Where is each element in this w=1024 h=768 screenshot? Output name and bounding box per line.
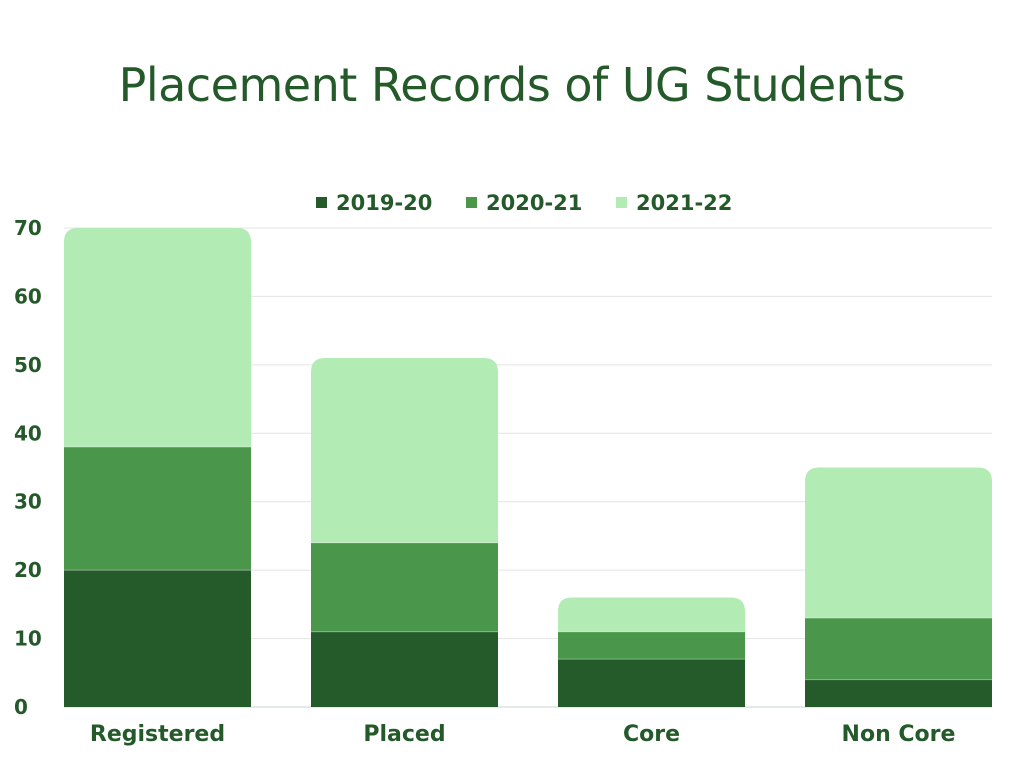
x-category-label: Placed [363, 722, 445, 747]
y-tick-label: 20 [14, 558, 42, 582]
y-tick-label: 70 [14, 216, 42, 240]
bar-non-core-2021-22 [805, 467, 992, 619]
y-tick-label: 40 [14, 421, 42, 445]
bar-non-core-2020-21 [805, 618, 992, 680]
bar-placed-2019-20 [311, 631, 498, 707]
y-tick-label: 10 [14, 627, 42, 651]
legend-label: 2020-21 [486, 191, 582, 215]
bar-registered-2019-20 [64, 570, 251, 707]
legend-swatch-2019-20 [316, 197, 327, 208]
x-category-label: Non Core [842, 722, 956, 747]
legend: 2019-20 2020-21 2021-22 [316, 191, 732, 215]
x-category-label: Registered [90, 722, 225, 747]
bar-non-core-2019-20 [805, 679, 992, 707]
legend-swatch-2021-22 [616, 197, 627, 208]
x-category-label: Core [623, 722, 680, 747]
bar-placed-2020-21 [311, 542, 498, 632]
y-axis-ticks: 0 10 20 30 40 50 60 70 [14, 216, 42, 719]
bar-core-2020-21 [558, 631, 745, 660]
bars [64, 228, 992, 707]
y-tick-label: 60 [14, 284, 42, 308]
legend-label: 2019-20 [336, 191, 432, 215]
y-tick-label: 0 [14, 695, 28, 719]
bar-core-2019-20 [558, 659, 745, 707]
bar-core-2021-22 [558, 597, 745, 632]
y-tick-label: 30 [14, 490, 42, 514]
chart-title: Placement Records of UG Students [118, 58, 906, 112]
y-tick-label: 50 [14, 353, 42, 377]
x-axis-labels: Registered Placed Core Non Core [90, 722, 956, 747]
bar-registered-2020-21 [64, 446, 251, 571]
legend-swatch-2020-21 [466, 197, 477, 208]
legend-label: 2021-22 [636, 191, 732, 215]
bar-placed-2021-22 [311, 358, 498, 543]
bar-registered-2021-22 [64, 228, 251, 447]
